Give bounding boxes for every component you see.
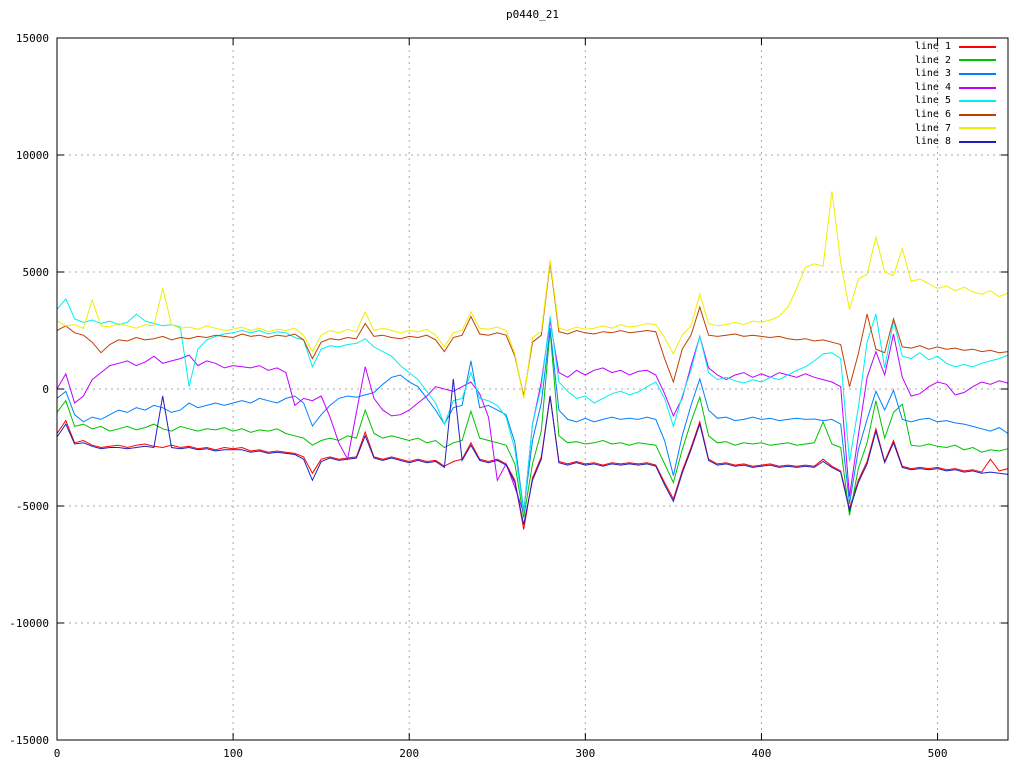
y-tick-label-5000: 5000 xyxy=(23,266,50,279)
legend-swatch xyxy=(959,45,996,48)
y-tick-label-0: 0 xyxy=(42,383,49,396)
y-tick-label--15000: -15000 xyxy=(9,734,49,747)
legend-item-line-5: line 5 xyxy=(915,94,996,108)
legend-swatch xyxy=(959,100,996,103)
legend: line 1 line 2 line 3 line 4 line 5 line 6 line… xyxy=(915,40,996,149)
y-tick-label--5000: -5000 xyxy=(16,500,49,513)
x-tick-label-500: 500 xyxy=(928,747,948,760)
legend-item-line-7: line 7 xyxy=(915,122,996,136)
legend-label: line 6 xyxy=(914,108,951,120)
series-line-7 xyxy=(56,191,1009,399)
legend-label: line 5 xyxy=(914,95,951,107)
legend-swatch xyxy=(959,86,996,89)
y-tick-label--10000: -10000 xyxy=(9,617,49,630)
legend-label: line 4 xyxy=(914,81,951,93)
legend-item-line-2: line 2 xyxy=(915,54,996,68)
legend-swatch xyxy=(959,140,996,143)
x-tick-label-200: 200 xyxy=(399,747,419,760)
series-line-4 xyxy=(56,321,1009,514)
x-tick-label-300: 300 xyxy=(575,747,595,760)
legend-item-line-6: line 6 xyxy=(915,108,996,122)
series-line-6 xyxy=(56,262,1009,397)
chart-title: p0440_21 xyxy=(506,8,559,21)
x-tick-label-0: 0 xyxy=(54,747,61,760)
y-tick-label-10000: 10000 xyxy=(16,149,49,162)
series-line-3 xyxy=(56,328,1009,511)
x-tick-label-100: 100 xyxy=(223,747,243,760)
legend-label: line 8 xyxy=(914,136,951,148)
legend-label: line 1 xyxy=(914,41,951,52)
series-line-5 xyxy=(56,297,1009,514)
legend-label: line 3 xyxy=(914,68,951,80)
legend-item-line-8: line 8 xyxy=(915,135,996,149)
series-line-8 xyxy=(56,378,1009,525)
y-tick-label-15000: 15000 xyxy=(16,32,49,45)
legend-swatch xyxy=(959,113,996,116)
x-tick-label-400: 400 xyxy=(752,747,772,760)
legend-item-line-1: line 1 xyxy=(915,40,996,54)
legend-swatch xyxy=(959,72,996,75)
legend-item-line-4: line 4 xyxy=(915,81,996,95)
series-line-2 xyxy=(56,330,1009,518)
legend-swatch xyxy=(959,59,996,62)
legend-item-line-3: line 3 xyxy=(915,67,996,81)
legend-label: line 2 xyxy=(914,54,951,66)
legend-swatch xyxy=(959,127,996,130)
series-line-1 xyxy=(56,395,1009,530)
legend-label: line 7 xyxy=(914,122,951,134)
